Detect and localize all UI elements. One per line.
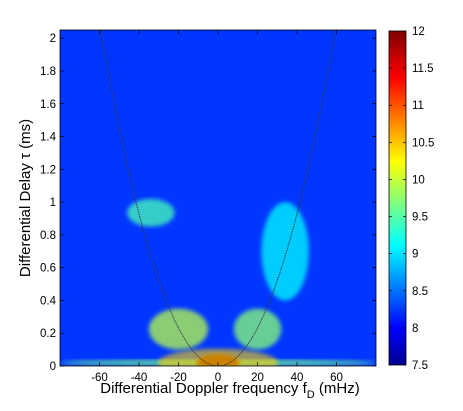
x-tick-label: 40 [291, 372, 304, 384]
colorbar-tick-label: 9.5 [412, 212, 428, 224]
spectrum-feature [233, 308, 282, 350]
plot-area [60, 30, 376, 366]
x-tick-label: -40 [131, 372, 148, 384]
x-tick-label: 60 [330, 372, 343, 384]
x-tick-label: -20 [170, 372, 187, 384]
colorbar [388, 30, 407, 366]
y-tick-label: 1.2 [40, 164, 56, 176]
y-tick-label: 0.6 [40, 263, 56, 275]
y-tick-label: 2 [50, 33, 56, 45]
y-tick-label: 1 [50, 197, 56, 209]
x-axis-ticks: -60 -40 -20 0 20 40 60 [91, 30, 343, 384]
colorbar-tick-label: 8.5 [412, 286, 428, 298]
colorbar-tick-label: 11 [412, 100, 424, 112]
spectrum-feature [148, 308, 209, 350]
colorbar-tick-label: 10.5 [412, 137, 434, 149]
colorbar-tick-label: 7.5 [412, 360, 428, 372]
x-axis-label-subscript: D [307, 389, 315, 401]
x-tick-label: 20 [251, 372, 264, 384]
colorbar-tick-label: 10 [412, 174, 425, 186]
y-tick-label: 0 [50, 361, 56, 373]
colorbar-tick-label: 11.5 [412, 63, 434, 75]
x-tick-label: 0 [215, 372, 221, 384]
y-tick-label: 0.4 [40, 295, 57, 307]
colorbar-tick-label: 9 [412, 249, 418, 261]
x-axis-label-main: Differential Doppler frequency f [100, 380, 307, 397]
plot-background [60, 30, 376, 366]
colorbar-tick-label: 8 [412, 323, 418, 335]
spectrum-feature [261, 202, 309, 301]
x-axis-label-unit: (mHz) [315, 380, 360, 397]
y-tick-label: 1.4 [40, 132, 57, 144]
y-tick-label: 1.6 [40, 99, 56, 111]
y-tick-label: 0.8 [40, 230, 56, 242]
y-axis-ticks: 0 0.2 0.4 0.6 0.8 1 1.2 1.4 1.6 1.8 2 [40, 33, 376, 373]
y-tick-label: 0.2 [40, 328, 56, 340]
x-tick-label: -60 [91, 372, 108, 384]
colorbar-ticks: 7.5 8 8.5 9 9.5 10 10.5 11 11.5 12 [389, 26, 434, 372]
y-tick-label: 1.8 [40, 66, 56, 78]
y-axis-label: Differential Delay τ (ms) [17, 119, 34, 277]
x-axis-label: Differential Doppler frequency fD (mHz) [100, 380, 359, 401]
spectrum-feature [127, 198, 175, 227]
colorbar-tick-label: 12 [412, 26, 425, 38]
